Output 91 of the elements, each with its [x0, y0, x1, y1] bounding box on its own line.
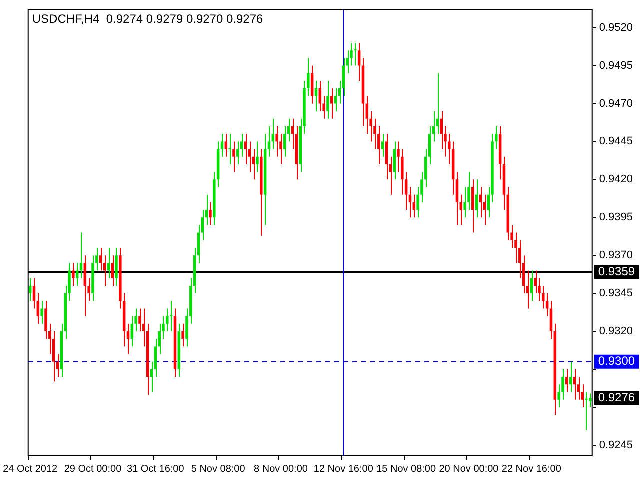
candlestick: [111, 255, 114, 286]
candlestick: [220, 134, 224, 158]
y-tick-label: 0.9420: [599, 174, 634, 186]
candlestick: [276, 126, 278, 158]
y-tick-label: 0.9370: [599, 250, 634, 262]
candlestick: [366, 96, 369, 135]
y-tick-label: 0.9520: [599, 22, 634, 34]
x-tick-label: 22 Nov 16:00: [502, 464, 562, 475]
candlestick: [573, 368, 576, 400]
candlestick: [566, 368, 568, 393]
x-tick-label: 15 Nov 08:00: [376, 464, 436, 475]
candlestick: [334, 88, 338, 112]
candlestick: [268, 126, 271, 158]
candlestick: [256, 141, 259, 173]
y-tick-label: 0.9395: [599, 212, 634, 224]
candlestick: [354, 42, 357, 66]
candlestick: [99, 247, 102, 272]
candlestick: [404, 172, 408, 211]
candlestick: [72, 262, 75, 286]
candlestick: [244, 134, 248, 165]
candlestick: [107, 247, 110, 279]
candlestick: [326, 80, 330, 120]
x-tick-label: 31 Oct 16:00: [127, 464, 185, 475]
candlestick: [393, 141, 396, 180]
candlestick: [126, 323, 130, 355]
candlestick: [224, 134, 228, 158]
candlestick: [209, 202, 212, 226]
candlestick: [475, 179, 478, 218]
candlestick: [307, 58, 310, 97]
x-tick-label: 20 Nov 00:00: [439, 464, 500, 475]
candlestick: [412, 194, 416, 218]
candlestick: [479, 186, 482, 218]
chart-title: USDCHF,H4 0.9274 0.9279 0.9270 0.9276: [32, 12, 264, 26]
candlestick: [358, 42, 361, 82]
candlestick: [330, 88, 334, 120]
y-tick-label: 0.9470: [599, 98, 634, 110]
candlestick: [401, 148, 404, 196]
candlestick: [232, 141, 236, 173]
candlestick: [495, 126, 498, 150]
candlestick: [385, 134, 388, 180]
candlestick: [318, 80, 322, 112]
candlestick: [585, 392, 588, 431]
candlestick: [310, 65, 314, 104]
candlestick: [130, 316, 134, 348]
candlestick: [569, 361, 572, 393]
candlestick: [589, 393, 592, 408]
y-tick-label: 0.9320: [599, 326, 634, 338]
y-tick-label: 0.9345: [599, 288, 634, 300]
candlestick: [284, 126, 286, 158]
candlestick: [408, 186, 412, 218]
y-tick-label: 0.9445: [599, 136, 634, 148]
candlestick: [440, 110, 443, 150]
candlestick: [40, 300, 44, 324]
candlestick: [84, 255, 87, 317]
candlestick: [32, 278, 36, 310]
candlestick: [236, 141, 240, 165]
candlestick: [546, 293, 549, 317]
candlestick: [456, 172, 459, 226]
x-tick-label: 8 Nov 00:00: [254, 464, 308, 475]
candlestick: [448, 134, 451, 165]
x-tick-label: 5 Nov 08:00: [191, 464, 246, 475]
y-tick-label: 0.9495: [599, 60, 634, 72]
x-tick-label: 12 Nov 16:00: [314, 464, 374, 475]
y-tick-label: 0.9245: [599, 439, 634, 452]
candlestick: [542, 285, 545, 310]
ref-line-label: 0.9300: [598, 354, 636, 368]
candlestick: [472, 179, 474, 234]
candlestick: [314, 80, 318, 112]
candlestick: [138, 308, 142, 332]
ref-line-label: 0.9359: [598, 264, 636, 279]
candlestick: [44, 300, 48, 340]
candlestick: [397, 141, 400, 173]
candlestick: [550, 300, 553, 340]
candlestick: [166, 308, 169, 332]
candlestick: [460, 194, 463, 226]
candlestick: [28, 278, 32, 302]
candlestick: [76, 262, 79, 286]
candlestick: [36, 293, 40, 324]
candlestick: [272, 118, 275, 150]
candlestick: [228, 134, 232, 165]
x-tick-label: 24 Oct 2012: [3, 464, 58, 475]
candlestick: [170, 300, 173, 332]
candlestick: [115, 247, 118, 286]
candlestick: [80, 232, 83, 279]
candlestick: [534, 270, 537, 294]
x-tick-label: 29 Oct 00:00: [64, 464, 122, 475]
candlestick: [530, 270, 534, 302]
candlestick: [182, 323, 184, 348]
candlestick: [464, 186, 466, 218]
candlestick: [381, 134, 384, 158]
text: 0.9276: [598, 390, 636, 405]
